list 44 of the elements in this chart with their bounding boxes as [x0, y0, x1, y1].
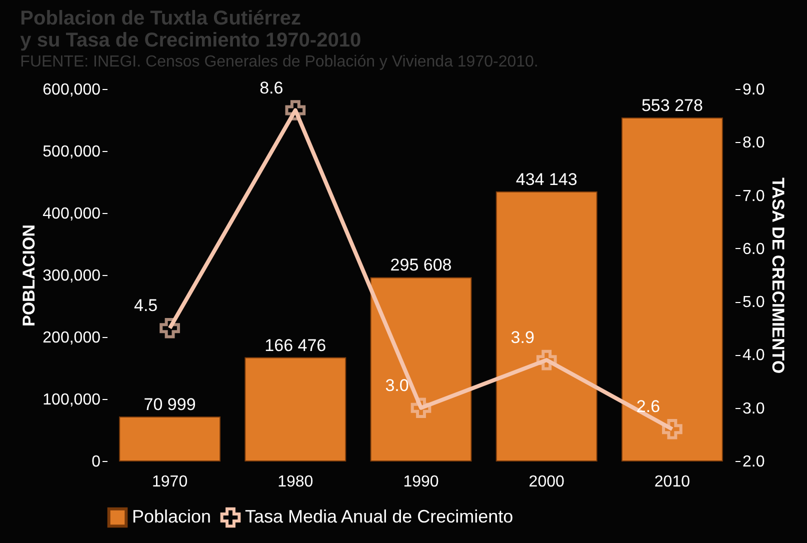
data-label: 2.6 — [636, 397, 660, 416]
y-tick-label: 0 — [92, 454, 101, 470]
legend-label: Poblacion — [132, 506, 212, 526]
y2-tick-label: 4.0 — [742, 347, 765, 364]
data-label: 3.0 — [385, 376, 409, 395]
y2-tick-label: 5.0 — [742, 294, 765, 312]
y-axis-title: POBLACION — [20, 224, 39, 326]
point — [285, 100, 306, 120]
point — [410, 398, 432, 418]
y-tick-label: 300,000 — [42, 268, 101, 284]
bar — [496, 191, 598, 462]
y2-tick-label: 8.0 — [742, 134, 765, 152]
data-label: 295 608 — [390, 256, 452, 275]
y-tick-label: 200,000 — [42, 330, 101, 346]
data-label: 166 476 — [264, 336, 326, 355]
data-label: 553 278 — [641, 96, 703, 115]
data-label: 434 143 — [516, 170, 578, 189]
data-label: 4.5 — [134, 296, 158, 316]
y2-tick-label: 3.0 — [742, 400, 765, 418]
y2-tick-label: 9.0 — [742, 82, 765, 98]
x-tick-label: 1980 — [278, 474, 314, 490]
y2-tick-label: 7.0 — [742, 188, 765, 205]
x-tick-label: 2000 — [528, 474, 564, 490]
y2-tick-label: 2.0 — [742, 454, 765, 470]
bar — [370, 277, 472, 462]
data-label: 70 999 — [144, 394, 196, 414]
data-label: 3.9 — [510, 328, 534, 348]
point — [536, 350, 557, 370]
x-tick-label: 1990 — [403, 474, 439, 490]
x-tick-label: 2010 — [654, 474, 690, 490]
y-tick-label: 500,000 — [42, 144, 101, 160]
bar — [621, 117, 723, 462]
y2-tick-label: 6.0 — [742, 240, 765, 258]
legend-label: Tasa Media Anual de Crecimiento — [245, 506, 514, 526]
data-label: 8.6 — [260, 78, 284, 98]
y-tick-label: 600,000 — [42, 82, 101, 98]
y-tick-label: 100,000 — [42, 392, 101, 408]
point — [160, 318, 180, 338]
y-tick-label: 400,000 — [42, 206, 101, 222]
bar — [244, 357, 346, 462]
x-tick-label: 1970 — [152, 474, 188, 490]
y2-axis-title: TASA DE CRECIMIENTO — [768, 177, 788, 374]
point — [662, 418, 682, 440]
bar — [119, 416, 221, 462]
